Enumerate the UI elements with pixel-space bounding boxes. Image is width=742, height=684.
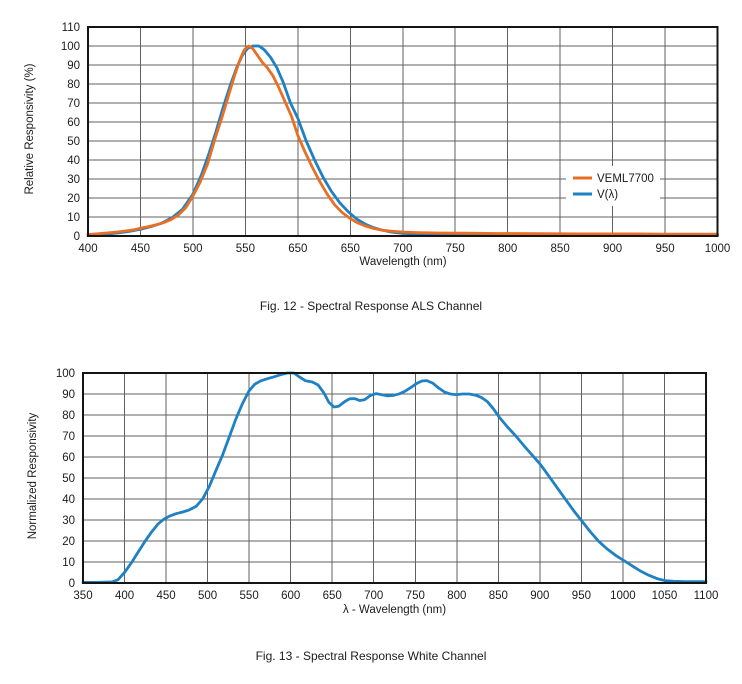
x-tick-label: 650 — [288, 243, 307, 255]
y-tick-label: 20 — [67, 193, 80, 205]
x-tick-label: 600 — [281, 590, 300, 602]
plot-frame — [82, 372, 707, 584]
x-tick-label: 1050 — [652, 590, 678, 602]
y-tick-label: 70 — [62, 431, 75, 443]
y-tick-label: 90 — [67, 60, 80, 72]
als-x-axis-title: Wavelength (nm) — [359, 256, 447, 268]
y-tick-label: 60 — [62, 452, 75, 464]
x-tick-label: 750 — [406, 590, 425, 602]
x-tick-label: 800 — [447, 590, 466, 602]
curve-veml7700 — [86, 44, 719, 236]
y-tick-label: 50 — [62, 473, 75, 485]
y-tick-label: 40 — [62, 494, 75, 506]
x-tick-label: 450 — [131, 243, 150, 255]
x-tick-label: 450 — [156, 590, 175, 602]
y-tick-label: 70 — [67, 98, 80, 110]
x-tick-label: 700 — [364, 590, 383, 602]
x-tick-labels: 400 450 500 550 650 650 700 750 800 850 900 950 1000 — [78, 243, 730, 255]
x-tick-label: 900 — [603, 243, 622, 255]
legend-label: V(λ) — [597, 189, 618, 201]
y-tick-label: 0 — [74, 231, 80, 243]
y-tick-label: 30 — [67, 174, 80, 186]
y-tick-label: 110 — [62, 22, 80, 34]
x-tick-label: 900 — [530, 590, 549, 602]
y-tick-label: 90 — [62, 389, 75, 401]
x-tick-label: 850 — [551, 243, 570, 255]
y-tick-label: 80 — [62, 410, 75, 422]
legend-background — [566, 166, 660, 206]
y-tick-labels: 0 10 20 30 40 50 60 70 80 90 100 110 — [61, 22, 80, 243]
spectral-response-white-chart: 350 400 450 500 550 600 650 700 750 800 850 900 950 1… — [56, 368, 719, 602]
x-tick-label: 800 — [498, 243, 517, 255]
x-tick-label: 1000 — [705, 243, 731, 255]
legend: VEML7700 V(λ) — [566, 166, 660, 206]
x-tick-label: 950 — [655, 243, 674, 255]
curve-series-0 — [81, 371, 708, 584]
x-tick-label: 750 — [446, 243, 465, 255]
figure-12-caption: Fig. 12 - Spectral Response ALS Channel — [259, 299, 483, 313]
grid-lines — [83, 373, 706, 583]
y-tick-label: 10 — [67, 212, 80, 224]
y-tick-label: 50 — [67, 136, 80, 148]
y-tick-label: 30 — [62, 515, 75, 527]
y-tick-label: 20 — [62, 536, 75, 548]
y-tick-label: 10 — [62, 557, 75, 569]
x-tick-label: 400 — [78, 243, 97, 255]
x-tick-label: 550 — [236, 243, 255, 255]
y-tick-label: 40 — [67, 155, 80, 167]
y-tick-label: 100 — [61, 41, 80, 53]
x-tick-labels: 350 400 450 500 550 600 650 700 750 800 850 900 950 1… — [73, 590, 718, 602]
x-tick-label: 500 — [198, 590, 217, 602]
x-tick-label: 500 — [183, 243, 202, 255]
x-tick-label: 700 — [393, 243, 412, 255]
x-tick-label: 1100 — [694, 590, 719, 602]
white-x-axis-title: λ - Wavelength (nm) — [342, 604, 447, 616]
x-tick-label: 950 — [572, 590, 591, 602]
y-tick-label: 60 — [67, 117, 80, 129]
plot-frame — [87, 26, 719, 237]
x-tick-label: 850 — [489, 590, 508, 602]
y-tick-label: 80 — [67, 79, 80, 91]
x-tick-label: 550 — [240, 590, 259, 602]
x-tick-label: 1000 — [610, 590, 636, 602]
legend-label: VEML7700 — [597, 173, 654, 185]
x-tick-label: 650 — [323, 590, 342, 602]
x-tick-label: 400 — [115, 590, 134, 602]
y-tick-label: 100 — [56, 368, 75, 380]
y-tick-label: 0 — [69, 578, 75, 590]
y-tick-labels: 0 10 20 30 40 50 60 70 80 90 100 — [56, 368, 75, 590]
spectral-response-als-chart: 400 450 500 550 650 650 700 750 800 850 900 950 1000… — [61, 22, 730, 255]
figure-13-caption: Fig. 13 - Spectral Response White Channe… — [255, 649, 487, 663]
x-tick-label: 350 — [73, 590, 92, 602]
x-tick-label: 650 — [341, 243, 360, 255]
